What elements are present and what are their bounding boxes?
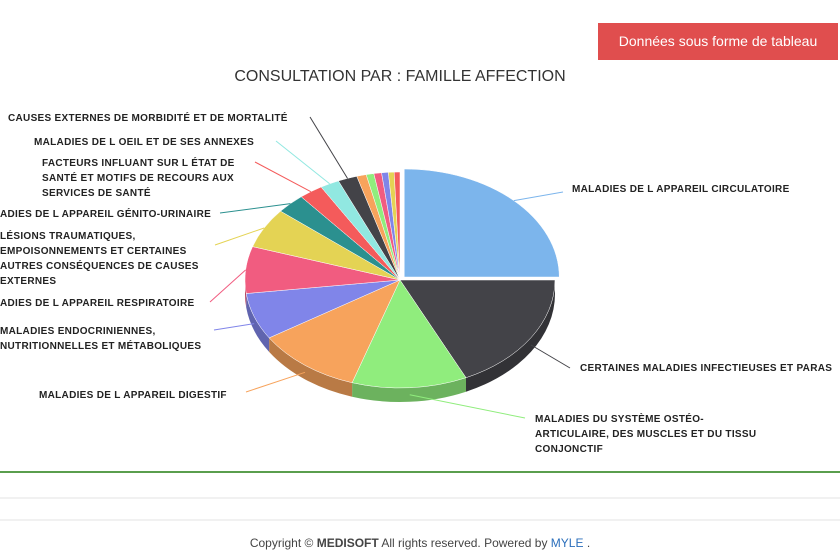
slice (399, 279, 556, 379)
slice-side (246, 293, 270, 352)
slice (403, 168, 560, 278)
slice-label: LÉSIONS TRAUMATIQUES, EMPOISONNEMENTS ET… (0, 231, 199, 287)
slice-side (269, 337, 353, 397)
slice-label: MALADIES DE L APPAREIL DIGESTIF (39, 390, 227, 401)
label-connector (254, 161, 312, 193)
label-connector (530, 344, 571, 369)
slice-label: MALADIES ENDOCRINIENNES, NUTRITIONNELLES… (0, 326, 202, 352)
copyright: Copyright © (249, 536, 314, 550)
label-connector (309, 116, 348, 179)
slice-side (352, 377, 466, 402)
brand-link[interactable]: MYLE (550, 536, 584, 550)
chart-title: CONSULTATION PAR : FAMILLE AFFECTION (234, 68, 566, 85)
slice (268, 279, 401, 384)
label-connector (409, 394, 526, 419)
slice-label: FACTEURS INFLUANT SUR L ÉTAT DE SANTÉ ET… (42, 158, 235, 199)
slice-label: ADIES DE L APPAREIL GÉNITO-URINAIRE (0, 209, 212, 220)
period: . (586, 536, 591, 550)
table-button[interactable]: Données sous forme de tableau (598, 23, 838, 60)
slice-label: CERTAINES MALADIES INFECTIEUSES ET PARAS (580, 363, 833, 374)
label-connector (245, 371, 306, 393)
label-connector (219, 203, 291, 214)
label-connector (214, 227, 265, 246)
slice-side (465, 280, 555, 392)
slice-label: ADIES DE L APPAREIL RESPIRATOIRE (0, 298, 195, 309)
slice-label: CAUSES EXTERNES DE MORBIDITÉ ET DE MORTA… (8, 113, 288, 124)
label-connector (209, 269, 247, 303)
slice (393, 171, 401, 281)
footer: Copyright © MEDISOFT All rights reserved… (0, 536, 840, 550)
company: MEDISOFT (316, 536, 379, 550)
rights: All rights reserved. Powered by (381, 536, 548, 550)
slice-label: MALADIES DE L OEIL ET DE SES ANNEXES (34, 137, 255, 148)
slice-label: MALADIES DU SYSTÈME OSTÉO- ARTICULAIRE, … (535, 414, 757, 455)
slice-label: MALADIES DE L APPAREIL CIRCULATOIRE (572, 184, 790, 195)
slice (351, 279, 467, 389)
label-connector (513, 191, 564, 202)
label-connector (213, 323, 255, 331)
label-connector (275, 140, 330, 185)
